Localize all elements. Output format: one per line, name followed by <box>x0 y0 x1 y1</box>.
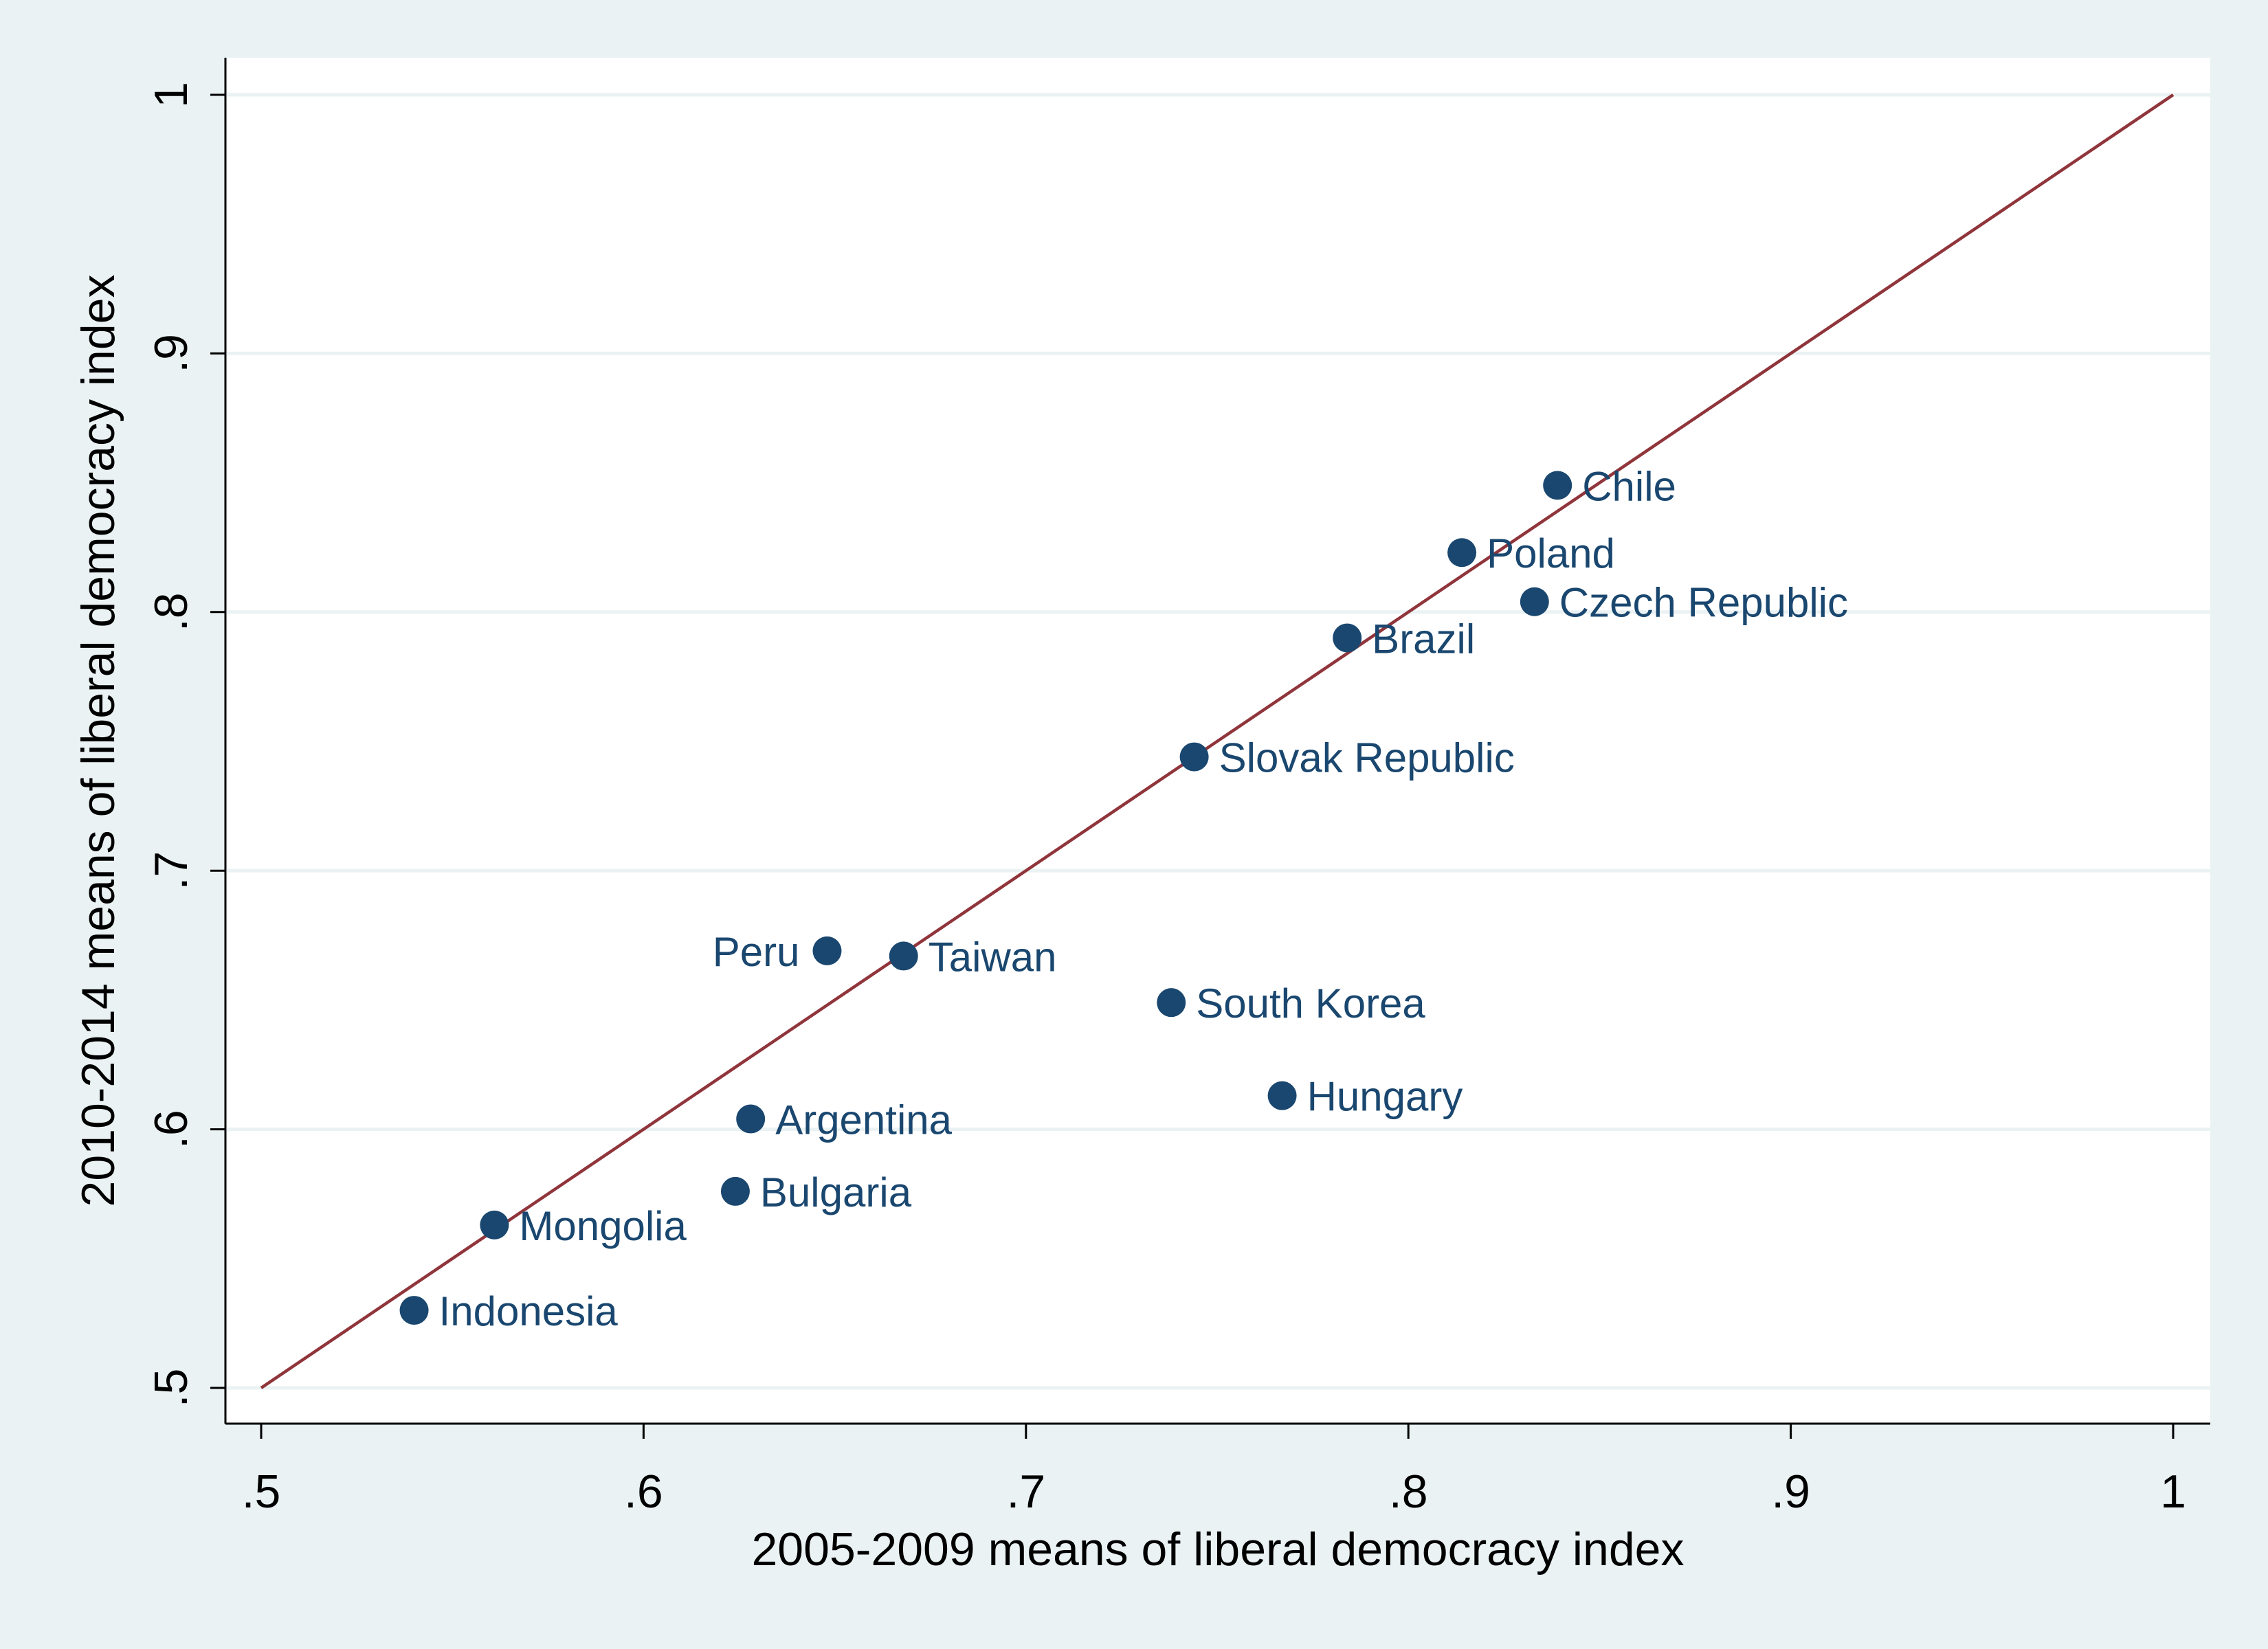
y-tick-label-3: .8 <box>145 592 197 631</box>
y-tick-label-2: .7 <box>145 851 197 890</box>
x-tick-label-4: .9 <box>1771 1466 1810 1518</box>
point-label-czech-republic: Czech Republic <box>1559 580 1848 626</box>
y-axis-title: 2010-2014 means of liberal democracy ind… <box>72 274 124 1207</box>
point-marker-chile <box>1543 471 1572 500</box>
point-marker-taiwan <box>889 941 918 971</box>
point-marker-czech-republic <box>1520 587 1549 616</box>
y-tick-label-0: .5 <box>145 1369 197 1408</box>
point-label-peru: Peru <box>713 929 800 975</box>
point-label-taiwan: Taiwan <box>929 934 1057 980</box>
reference-line-group <box>260 93 2175 1389</box>
y-tick-label-5: 1 <box>145 82 197 108</box>
gridlines <box>227 93 2210 1390</box>
point-label-hungary: Hungary <box>1307 1074 1463 1120</box>
point-label-slovak-republic: Slovak Republic <box>1219 735 1515 781</box>
y-tick-label-1: .6 <box>145 1110 197 1149</box>
x-tick-label-2: .7 <box>1006 1466 1045 1518</box>
x-tick-label-0: .5 <box>242 1466 281 1518</box>
x-axis-ticks: .5 .6 .7 .8 .9 1 <box>242 1424 2186 1518</box>
point-label-indonesia: Indonesia <box>439 1288 619 1334</box>
point-label-chile: Chile <box>1582 463 1676 509</box>
y-tick-label-4: .9 <box>145 334 197 373</box>
point-label-bulgaria: Bulgaria <box>760 1169 912 1215</box>
axes <box>224 58 2210 1425</box>
point-label-mongolia: Mongolia <box>519 1203 687 1249</box>
reference-line <box>260 93 2175 1389</box>
x-tick-label-1: .6 <box>624 1466 663 1518</box>
point-marker-brazil <box>1333 623 1362 653</box>
point-marker-peru <box>812 936 842 965</box>
point-marker-south-korea <box>1157 988 1186 1018</box>
x-tick-label-5: 1 <box>2160 1466 2186 1518</box>
y-axis-ticks: .5 .6 .7 .8 .9 1 <box>145 82 225 1407</box>
point-marker-hungary <box>1267 1081 1297 1110</box>
x-axis-title: 2005-2009 means of liberal democracy ind… <box>751 1523 1684 1575</box>
point-label-poland: Poland <box>1487 530 1615 576</box>
point-marker-indonesia <box>399 1296 429 1325</box>
point-label-south-korea: South Korea <box>1196 980 1425 1027</box>
point-marker-poland <box>1447 538 1477 568</box>
point-marker-bulgaria <box>720 1176 750 1206</box>
point-label-argentina: Argentina <box>775 1097 952 1143</box>
point-marker-mongolia <box>480 1210 509 1239</box>
x-tick-label-3: .8 <box>1389 1466 1428 1518</box>
point-marker-slovak-republic <box>1179 742 1209 772</box>
point-marker-argentina <box>736 1104 766 1134</box>
point-label-brazil: Brazil <box>1372 616 1475 662</box>
